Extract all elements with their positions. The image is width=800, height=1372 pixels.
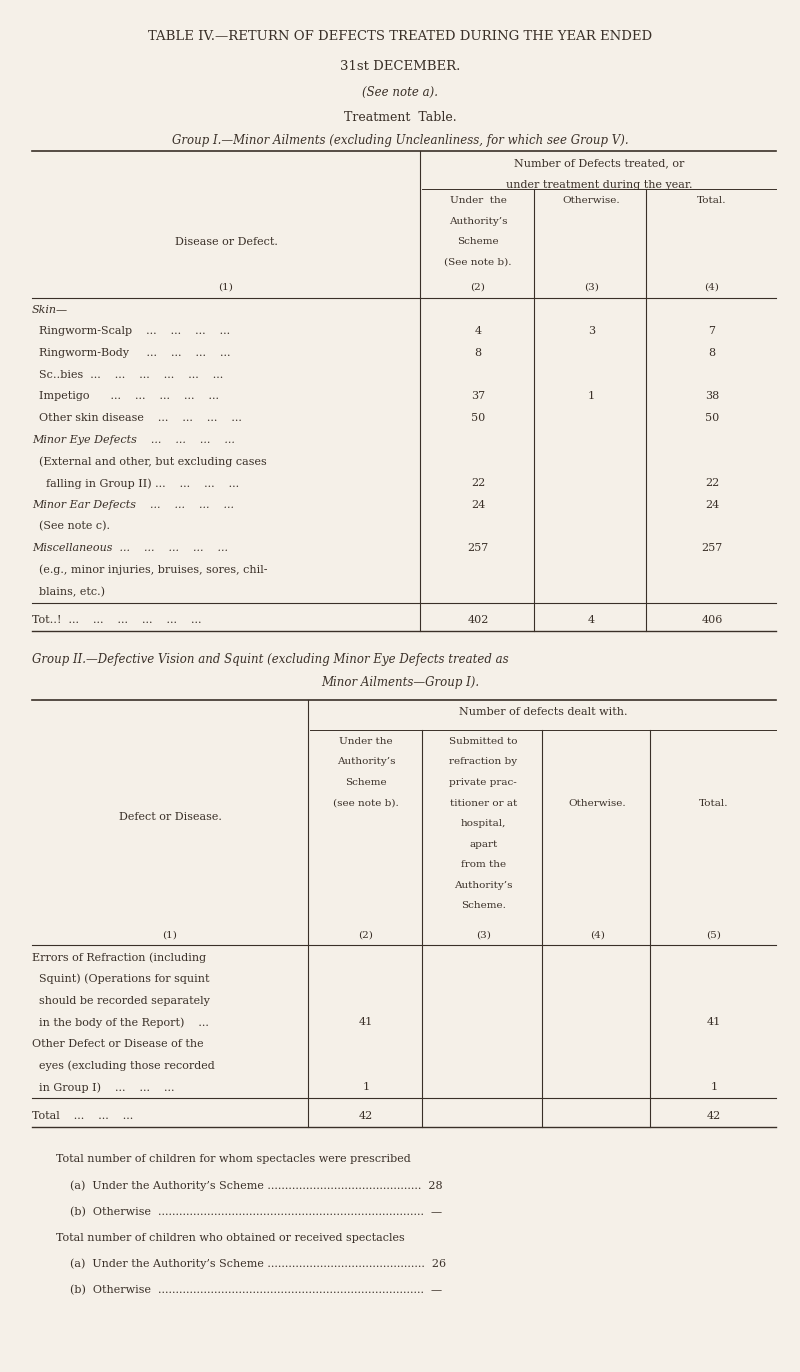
- Text: (see note b).: (see note b).: [333, 799, 399, 808]
- Text: 22: 22: [471, 477, 485, 488]
- Text: (External and other, but excluding cases: (External and other, but excluding cases: [32, 457, 266, 466]
- Text: 24: 24: [705, 499, 719, 509]
- Text: 50: 50: [705, 413, 719, 423]
- Text: (5): (5): [706, 930, 722, 940]
- Text: apart: apart: [469, 840, 498, 849]
- Text: (1): (1): [218, 283, 234, 292]
- Text: 3: 3: [588, 327, 594, 336]
- Text: 1: 1: [588, 391, 594, 401]
- Text: Defect or Disease.: Defect or Disease.: [118, 812, 222, 822]
- Text: refraction by: refraction by: [449, 757, 518, 767]
- Text: TABLE IV.—RETURN OF DEFECTS TREATED DURING THE YEAR ENDED: TABLE IV.—RETURN OF DEFECTS TREATED DURI…: [148, 30, 652, 43]
- Text: 406: 406: [702, 615, 722, 624]
- Text: Otherwise.: Otherwise.: [562, 196, 620, 206]
- Text: Treatment  Table.: Treatment Table.: [344, 111, 456, 123]
- Text: (3): (3): [584, 283, 598, 292]
- Text: should be recorded separately: should be recorded separately: [32, 996, 210, 1006]
- Text: (2): (2): [358, 930, 374, 940]
- Text: Authority’s: Authority’s: [449, 217, 507, 226]
- Text: 50: 50: [471, 413, 485, 423]
- Text: (See note c).: (See note c).: [32, 521, 110, 532]
- Text: Under the: Under the: [339, 737, 393, 746]
- Text: Scheme.: Scheme.: [461, 901, 506, 911]
- Text: from the: from the: [461, 860, 506, 870]
- Text: 4: 4: [588, 615, 594, 624]
- Text: 257: 257: [467, 543, 489, 553]
- Text: (a)  Under the Authority’s Scheme ............................................. : (a) Under the Authority’s Scheme .......…: [56, 1258, 446, 1269]
- Text: (e.g., minor injuries, bruises, sores, chil-: (e.g., minor injuries, bruises, sores, c…: [32, 565, 267, 575]
- Text: private prac-: private prac-: [450, 778, 517, 788]
- Text: 41: 41: [707, 1017, 721, 1028]
- Text: Skin—: Skin—: [32, 305, 68, 314]
- Text: falling in Group II) ...    ...    ...    ...: falling in Group II) ... ... ... ...: [32, 477, 239, 488]
- Text: Number of Defects treated, or: Number of Defects treated, or: [514, 158, 684, 167]
- Text: 1: 1: [362, 1083, 370, 1092]
- Text: (1): (1): [162, 930, 178, 940]
- Text: Tot‥!  ...    ...    ...    ...    ...    ...: Tot‥! ... ... ... ... ... ...: [32, 615, 202, 624]
- Text: Impetigo      ...    ...    ...    ...    ...: Impetigo ... ... ... ... ...: [32, 391, 219, 401]
- Text: Scheme: Scheme: [457, 237, 499, 247]
- Text: 31st DECEMBER.: 31st DECEMBER.: [340, 60, 460, 73]
- Text: Ringworm-Body     ...    ...    ...    ...: Ringworm-Body ... ... ... ...: [32, 348, 230, 358]
- Text: (See note b).: (See note b).: [444, 258, 512, 268]
- Text: Errors of Refraction (including: Errors of Refraction (including: [32, 952, 206, 963]
- Text: Minor Eye Defects    ...    ...    ...    ...: Minor Eye Defects ... ... ... ...: [32, 435, 235, 445]
- Text: Ringworm-Scalp    ...    ...    ...    ...: Ringworm-Scalp ... ... ... ...: [32, 327, 230, 336]
- Text: in the body of the Report)    ...: in the body of the Report) ...: [32, 1017, 209, 1028]
- Text: 37: 37: [471, 391, 485, 401]
- Text: Sc‥bies  ...    ...    ...    ...    ...    ...: Sc‥bies ... ... ... ... ... ...: [32, 369, 223, 380]
- Text: 1: 1: [710, 1083, 718, 1092]
- Text: hospital,: hospital,: [461, 819, 506, 829]
- Text: Under  the: Under the: [450, 196, 506, 206]
- Text: 8: 8: [474, 348, 482, 358]
- Text: 41: 41: [359, 1017, 373, 1028]
- Text: 38: 38: [705, 391, 719, 401]
- Text: Disease or Defect.: Disease or Defect.: [174, 237, 278, 247]
- Text: under treatment during the year.: under treatment during the year.: [506, 180, 692, 189]
- Text: 8: 8: [709, 348, 715, 358]
- Text: (4): (4): [705, 283, 719, 292]
- Text: Total number of children for whom spectacles were prescribed: Total number of children for whom specta…: [56, 1154, 410, 1165]
- Text: Authority’s: Authority’s: [337, 757, 395, 767]
- Text: 42: 42: [359, 1111, 373, 1121]
- Text: Total.: Total.: [699, 799, 729, 808]
- Text: Total.: Total.: [698, 196, 726, 206]
- Text: (See note a).: (See note a).: [362, 86, 438, 99]
- Text: Scheme: Scheme: [345, 778, 387, 788]
- Text: Total    ...    ...    ...: Total ... ... ...: [32, 1111, 134, 1121]
- Text: Squint) (Operations for squint: Squint) (Operations for squint: [32, 974, 210, 984]
- Text: blains, etc.): blains, etc.): [32, 586, 105, 597]
- Text: 22: 22: [705, 477, 719, 488]
- Text: Otherwise.: Otherwise.: [568, 799, 626, 808]
- Text: Minor Ailments—Group I).: Minor Ailments—Group I).: [321, 676, 479, 689]
- Text: Submitted to: Submitted to: [449, 737, 518, 746]
- Text: (3): (3): [476, 930, 490, 940]
- Text: in Group I)    ...    ...    ...: in Group I) ... ... ...: [32, 1083, 174, 1092]
- Text: 7: 7: [709, 327, 715, 336]
- Text: 4: 4: [474, 327, 482, 336]
- Text: (b)  Otherwise  ................................................................: (b) Otherwise ..........................…: [56, 1284, 442, 1295]
- Text: (b)  Otherwise  ................................................................: (b) Otherwise ..........................…: [56, 1206, 442, 1217]
- Text: 402: 402: [467, 615, 489, 624]
- Text: eyes (excluding those recorded: eyes (excluding those recorded: [32, 1061, 214, 1072]
- Text: Number of defects dealt with.: Number of defects dealt with.: [459, 707, 627, 716]
- Text: 24: 24: [471, 499, 485, 509]
- Text: Authority’s: Authority’s: [454, 881, 513, 890]
- Text: 257: 257: [702, 543, 722, 553]
- Text: (a)  Under the Authority’s Scheme ............................................  : (a) Under the Authority’s Scheme .......…: [56, 1180, 442, 1191]
- Text: Miscellaneous  ...    ...    ...    ...    ...: Miscellaneous ... ... ... ... ...: [32, 543, 228, 553]
- Text: Group I.—Minor Ailments (excluding Uncleanliness, for which see Group V).: Group I.—Minor Ailments (excluding Uncle…: [172, 134, 628, 147]
- Text: (2): (2): [470, 283, 486, 292]
- Text: Other Defect or Disease of the: Other Defect or Disease of the: [32, 1039, 204, 1048]
- Text: titioner or at: titioner or at: [450, 799, 517, 808]
- Text: 42: 42: [707, 1111, 721, 1121]
- Text: (4): (4): [590, 930, 605, 940]
- Text: Total number of children who obtained or received spectacles: Total number of children who obtained or…: [56, 1232, 405, 1243]
- Text: Group II.—Defective Vision and Squint (excluding Minor Eye Defects treated as: Group II.—Defective Vision and Squint (e…: [32, 653, 509, 665]
- Text: Minor Ear Defects    ...    ...    ...    ...: Minor Ear Defects ... ... ... ...: [32, 499, 234, 509]
- Text: Other skin disease    ...    ...    ...    ...: Other skin disease ... ... ... ...: [32, 413, 242, 423]
